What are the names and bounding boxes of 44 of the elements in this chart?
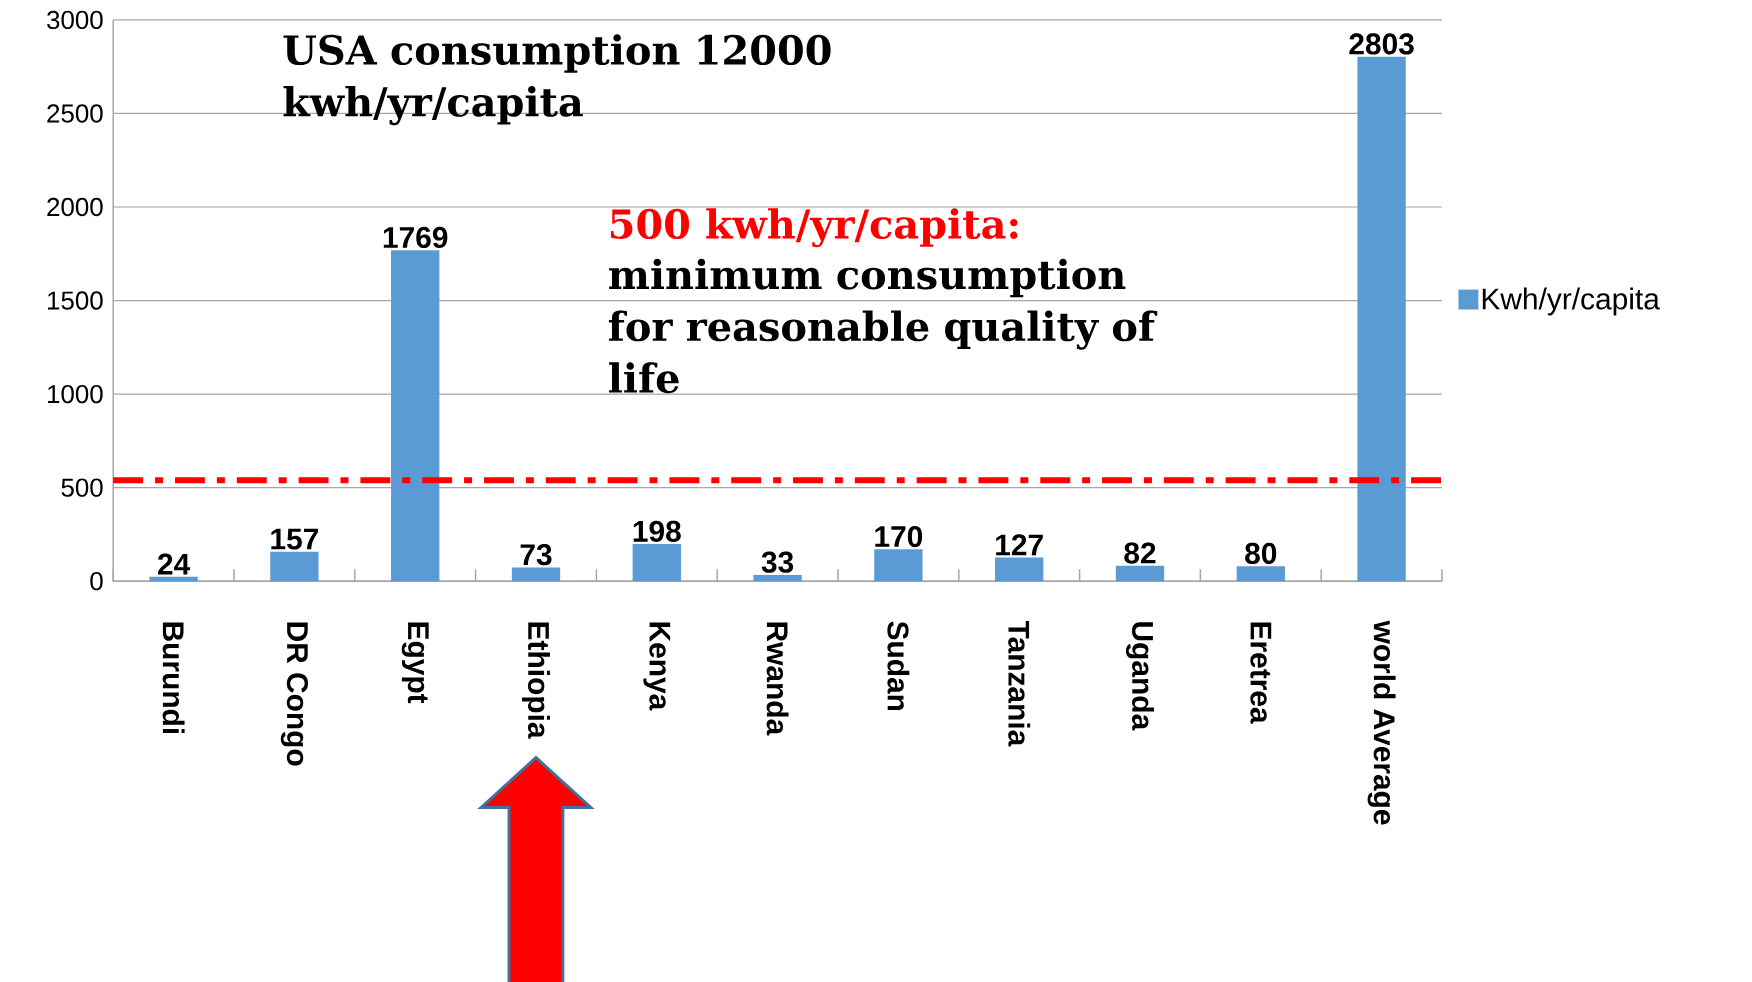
- bar: [391, 250, 440, 582]
- data-label: 73: [520, 544, 552, 566]
- x-tick-label: Sudan: [887, 621, 910, 711]
- x-tick-label: DR Congo: [280, 622, 309, 766]
- x-tick-label: Burundi: [162, 622, 185, 734]
- bar: [149, 576, 198, 582]
- bar: [1236, 566, 1285, 582]
- data-label: 80: [1245, 542, 1277, 565]
- x-tick-label: Kenya: [643, 622, 671, 711]
- y-tick-label: 2500: [47, 104, 103, 123]
- bar: [1115, 565, 1165, 582]
- bar: [511, 567, 561, 582]
- data-label: 170: [875, 526, 923, 548]
- annotation: minimum consumption for reasonable quality of life: [608, 258, 1158, 394]
- ref-line-label: 500 kwh/yr/capita:: [610, 208, 1018, 248]
- y-tick-label: 500: [61, 478, 103, 497]
- data-label: 198: [633, 520, 681, 542]
- y-tick-label: 3000: [47, 10, 103, 30]
- bar: [270, 551, 319, 582]
- bar: [995, 557, 1044, 582]
- data-label: 1769: [383, 226, 448, 249]
- data-label: 82: [1124, 542, 1156, 564]
- data-label: 24: [158, 553, 191, 575]
- y-tick-label: 1500: [48, 291, 103, 310]
- y-tick-label: 0: [90, 572, 103, 591]
- data-label: 2803: [1349, 33, 1414, 55]
- annotation: USA consumption 12000 kwh/yr/capita: [283, 34, 831, 126]
- y-tick-label: 2000: [47, 197, 103, 217]
- data-label: 127: [996, 534, 1043, 556]
- bar: [632, 544, 681, 582]
- x-tick-label: Ethiopia: [522, 622, 550, 739]
- x-tick-label: Eretrea: [1250, 622, 1272, 724]
- bar: [1357, 56, 1406, 582]
- data-label: 33: [761, 551, 794, 573]
- x-tick-label: Rwanda: [766, 622, 789, 736]
- data-label: 157: [271, 528, 319, 550]
- x-tick-label: Tanzania: [1008, 620, 1031, 747]
- x-tick-label: world Average: [1367, 620, 1396, 825]
- legend-label: Kwh/yr/capita: [1482, 287, 1660, 316]
- y-tick-label: 1000: [48, 384, 103, 404]
- bar: [753, 575, 802, 582]
- x-tick-label: Uganda: [1125, 622, 1154, 731]
- bar: [874, 549, 923, 582]
- x-tick-label: Egypt: [401, 622, 429, 704]
